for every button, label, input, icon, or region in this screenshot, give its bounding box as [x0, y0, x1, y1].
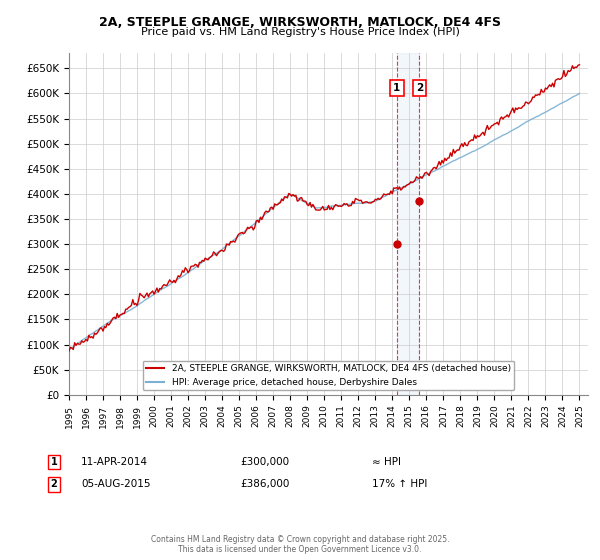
Bar [397, 53, 419, 395]
Text: 11-APR-2014: 11-APR-2014 [81, 457, 148, 467]
Text: 2A, STEEPLE GRANGE, WIRKSWORTH, MATLOCK, DE4 4FS: 2A, STEEPLE GRANGE, WIRKSWORTH, MATLOCK,… [99, 16, 501, 29]
Text: £300,000: £300,000 [240, 457, 289, 467]
Text: Price paid vs. HM Land Registry's House Price Index (HPI): Price paid vs. HM Land Registry's House … [140, 27, 460, 37]
Text: £386,000: £386,000 [240, 479, 289, 489]
Text: 05-AUG-2015: 05-AUG-2015 [81, 479, 151, 489]
Text: Contains HM Land Registry data © Crown copyright and database right 2025.
This d: Contains HM Land Registry data © Crown c… [151, 535, 449, 554]
Text: 1: 1 [50, 457, 58, 467]
Legend: 2A, STEEPLE GRANGE, WIRKSWORTH, MATLOCK, DE4 4FS (detached house), HPI: Average : 2A, STEEPLE GRANGE, WIRKSWORTH, MATLOCK,… [143, 361, 514, 390]
Text: 2: 2 [50, 479, 58, 489]
Text: 17% ↑ HPI: 17% ↑ HPI [372, 479, 427, 489]
Text: ≈ HPI: ≈ HPI [372, 457, 401, 467]
Text: 1: 1 [393, 83, 401, 94]
Text: 2: 2 [416, 83, 423, 94]
